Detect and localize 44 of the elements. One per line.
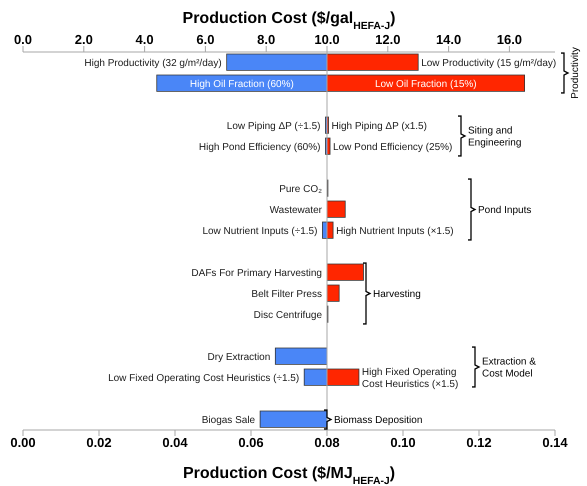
x-tick-label: 0.00 (10, 435, 36, 450)
x2-tick-label: 6.0 (196, 32, 214, 47)
annotation: Pond Inputs (478, 205, 532, 216)
annotation: Siting and Engineering (468, 126, 522, 148)
x-tick-label: 0.04 (162, 435, 188, 450)
annotation: Low Productivity (15 g/m²/day) (421, 58, 556, 69)
text: Productivity (570, 47, 581, 99)
x2-tick-label: 4.0 (136, 32, 154, 47)
annotation: Biomass Deposition (334, 415, 422, 426)
annotation: High Nutrient Inputs (×1.5) (336, 226, 454, 237)
y-tick-label: Disc Centrifuge (254, 310, 322, 321)
annotation: Extraction & Cost Model (482, 356, 536, 380)
y-tick-label: Wastewater (270, 205, 323, 216)
x2-tick-label: 0.0 (14, 32, 32, 47)
y-tick-label: Belt Filter Press (251, 289, 322, 300)
x-tick-label: 0.12 (466, 435, 492, 450)
y-tick-label: DAFs For Primary Harvesting (191, 268, 322, 279)
annotation: Harvesting (373, 289, 421, 300)
annotation: Low Oil Fraction (15%) (374, 79, 477, 90)
x2-axis-title: Production Cost ($/gal$_{HEFA-J}$) (182, 10, 396, 32)
y-tick-label: Dry Extraction (208, 352, 270, 363)
x2-tick-label: 14.0 (436, 32, 462, 47)
x-axis-title: Production Cost ($/MJ$_{HEFA-J}$) (182, 465, 396, 486)
y-tick-label: High Oil Fraction (60%) (190, 79, 294, 90)
y-tick-label: Low Nutrient Inputs (÷1.5) (202, 226, 318, 237)
y-tick-label: Pure CO₂ (279, 184, 322, 195)
annotation: Low Pond Efficiency (25%) (333, 142, 452, 153)
x2-tick-label: 16.0 (496, 32, 522, 47)
y-tick-label: Low Fixed Operating Cost Heuristics (÷1.5) (108, 373, 300, 384)
x-tick-label: 0.14 (542, 435, 568, 450)
x-tick-label: 0.02 (86, 435, 112, 450)
y-tick-label: Biogas Sale (202, 415, 256, 426)
x2-tick-label: 8.0 (257, 32, 276, 47)
x2-tick-label: 2.0 (74, 32, 93, 47)
x-tick-label: 0.06 (238, 435, 264, 450)
x-tick-label: 0.08 (314, 435, 340, 450)
y-tick-label: Low Piping ΔP (÷1.5) (226, 121, 320, 132)
x2-tick-label: 12.0 (375, 32, 400, 47)
x2-tick-label: 10.0 (314, 32, 340, 47)
annotation: High Piping ΔP (x1.5) (332, 121, 427, 132)
y-tick-label: High Productivity (32 g/m²/day) (84, 58, 222, 69)
x-tick-label: 0.10 (390, 435, 416, 450)
y-tick-label: High Pond Efficiency (60%) (198, 142, 320, 153)
annotation: High Fixed Operating Cost Heuristics (×1.5) (362, 367, 458, 390)
